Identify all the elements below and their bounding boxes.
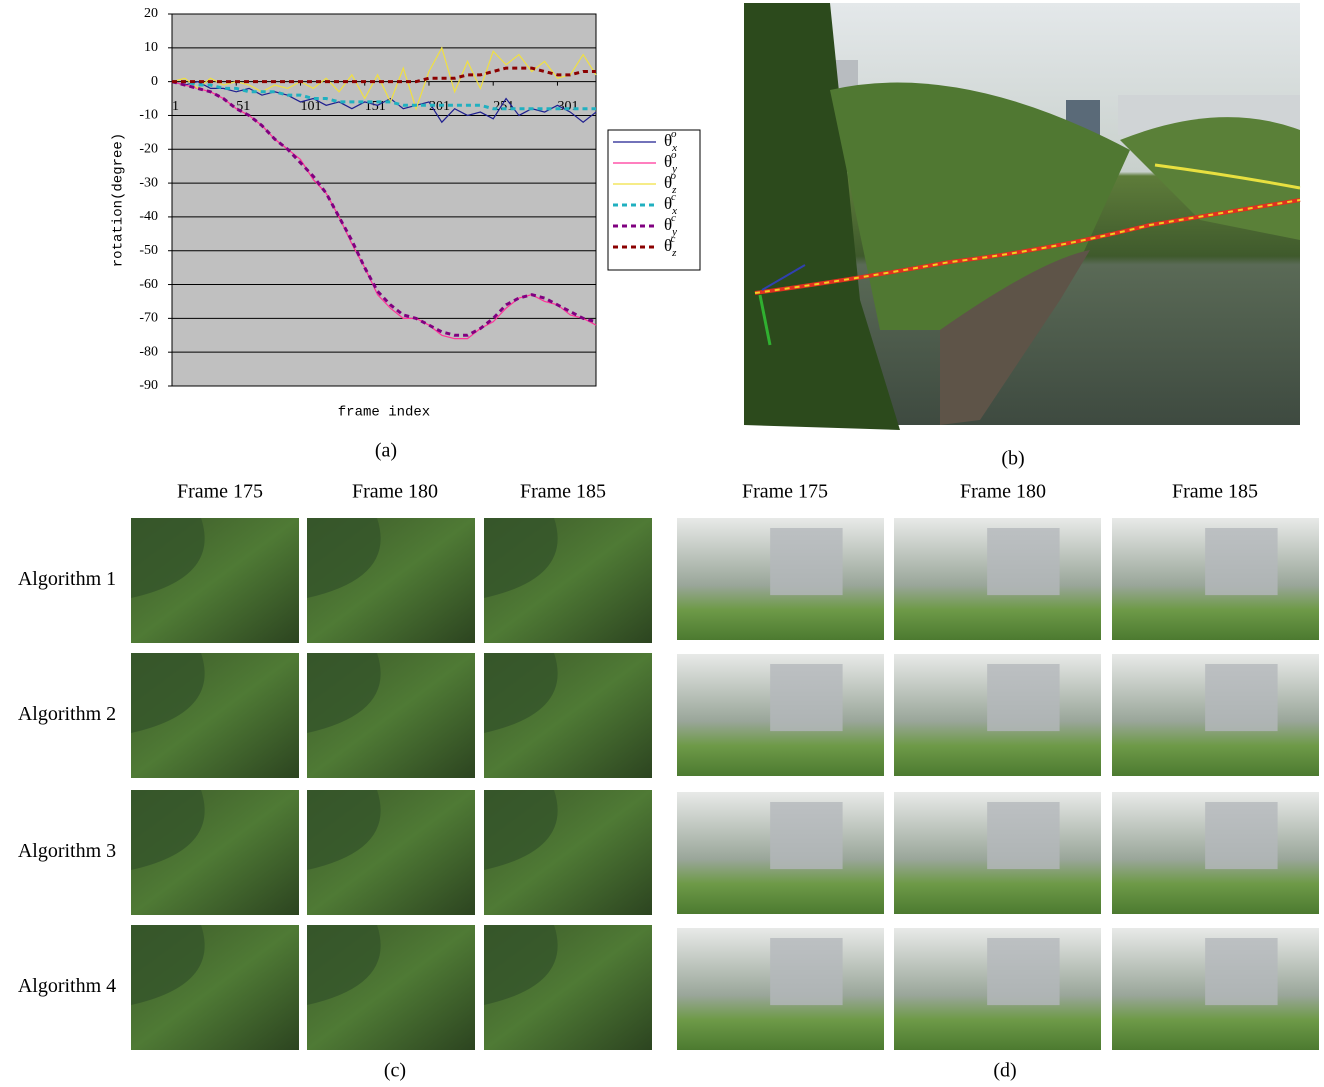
legend-label: θxc (664, 191, 677, 217)
y-tick-label: -40 (139, 209, 158, 224)
legend-sub: y (671, 226, 677, 238)
row-label: Algorithm 2 (18, 703, 116, 725)
legend-sub: z (671, 247, 677, 259)
legend-label: θxo (664, 128, 677, 154)
legend-sup: o (671, 149, 677, 161)
legend-label: θyc (664, 212, 677, 238)
leaf-shape (484, 518, 558, 598)
leaf-shape (484, 925, 558, 1005)
legend-label: θzc (664, 233, 677, 259)
legend-label: θyo (664, 149, 677, 175)
y-tick-label: -70 (139, 311, 158, 326)
building-shape (1205, 528, 1278, 596)
legend-sub: z (671, 184, 677, 196)
y-tick-label: -30 (139, 175, 158, 190)
legend-symbol: θ (664, 152, 672, 171)
leaf-shape (307, 790, 381, 870)
column-header: Frame 185 (520, 481, 606, 503)
leaf-shape (484, 653, 558, 733)
legend-sup: o (670, 170, 676, 182)
building-shape (770, 664, 843, 732)
legend-sub: x (671, 142, 677, 154)
leaf-shape (131, 653, 205, 733)
legend-sub: x (671, 205, 677, 217)
series-line (172, 66, 596, 84)
legend-label: θzo (664, 170, 677, 196)
y-tick-label: -10 (139, 108, 158, 123)
building-shape (987, 528, 1060, 596)
legend-symbol: θ (664, 131, 672, 150)
row-label: Algorithm 3 (18, 840, 116, 862)
building-shape (770, 802, 843, 870)
row-label: Algorithm 4 (18, 975, 116, 997)
y-tick-label: 10 (144, 40, 158, 55)
y-tick-label: 20 (144, 6, 158, 21)
x-tick-label: 51 (236, 99, 250, 114)
x-tick-label: 251 (493, 99, 514, 114)
caption: (c) (384, 1060, 406, 1082)
y-axis-label: rotation(degree) (111, 133, 127, 267)
series-line (171, 46, 597, 111)
column-header: Frame 185 (1172, 481, 1258, 503)
building-shape (770, 528, 843, 596)
column-header: Frame 175 (742, 481, 828, 503)
row-label: Algorithm 1 (18, 568, 116, 590)
legend-sup: c (671, 191, 676, 203)
series-line (171, 80, 597, 337)
legend-symbol: θ (664, 194, 672, 213)
building-shape (1205, 664, 1278, 732)
legend-sub: y (671, 163, 677, 175)
leaf-shape (484, 790, 558, 870)
legend-sup: c (670, 233, 675, 245)
column-header: Frame 175 (177, 481, 263, 503)
legend-symbol: θ (664, 215, 672, 234)
legend-symbol: θ (664, 236, 672, 255)
x-tick-label: 1 (172, 99, 179, 114)
plot-area (171, 13, 597, 387)
x-axis-label: frame index (338, 405, 430, 421)
y-tick-label: -80 (139, 344, 158, 359)
caption: (d) (993, 1060, 1016, 1082)
legend-sup: o (671, 128, 677, 140)
building-shape (1205, 802, 1278, 870)
y-tick-label: -90 (139, 378, 158, 393)
caption: (a) (375, 440, 397, 462)
building-shape (987, 802, 1060, 870)
y-tick-label: -50 (139, 243, 158, 258)
y-tick-label: -20 (139, 141, 158, 156)
y-tick-label: 0 (151, 74, 158, 89)
x-tick-label: 101 (300, 99, 321, 114)
series-line (171, 80, 597, 124)
leaf-shape (307, 925, 381, 1005)
building-shape (987, 664, 1060, 732)
legend-sup: c (671, 212, 676, 224)
building-shape (770, 938, 843, 1006)
caption: (b) (1001, 448, 1024, 470)
x-tick-label: 301 (557, 99, 578, 114)
leaf-shape (307, 518, 381, 598)
y-tick-label: -60 (139, 277, 158, 292)
legend-symbol: θ (664, 173, 672, 192)
chart-a: rotation(degree) frame index -90 -80 -70 -6… (111, 6, 701, 421)
legend-box (607, 129, 701, 271)
column-header: Frame 180 (960, 481, 1046, 503)
column-header: Frame 180 (352, 481, 438, 503)
leaf-shape (131, 518, 205, 598)
building-shape (1205, 938, 1278, 1006)
photo-b (744, 3, 1301, 430)
building-shape (987, 938, 1060, 1006)
leaf-shape (131, 790, 205, 870)
leaf-shape (131, 925, 205, 1005)
leaf-shape (307, 653, 381, 733)
